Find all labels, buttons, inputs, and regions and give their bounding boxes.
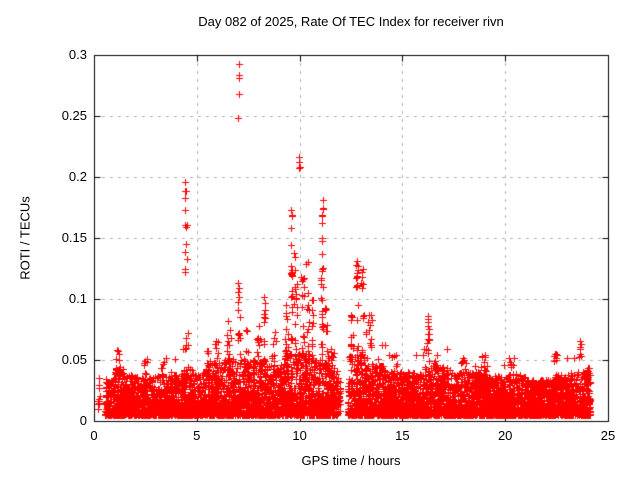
x-axis-title: GPS time / hours	[301, 453, 401, 468]
y-tick-label: 0.15	[61, 230, 87, 245]
x-tick-label: 0	[90, 428, 98, 443]
y-tick-label: 0.1	[68, 291, 87, 306]
x-tick-label: 15	[395, 428, 410, 443]
y-tick-label: 0.3	[68, 47, 87, 62]
y-tick-label: 0	[79, 413, 87, 428]
y-tick-label: 0.2	[68, 169, 87, 184]
x-tick-label: 10	[292, 428, 307, 443]
x-tick-label: 25	[600, 428, 616, 443]
x-tick-label: 5	[193, 428, 201, 443]
x-tick-label: 20	[497, 428, 513, 443]
chart-title: Day 082 of 2025, Rate Of TEC Index for r…	[198, 14, 504, 29]
y-tick-label: 0.05	[61, 352, 87, 367]
y-tick-label: 0.25	[61, 108, 87, 123]
